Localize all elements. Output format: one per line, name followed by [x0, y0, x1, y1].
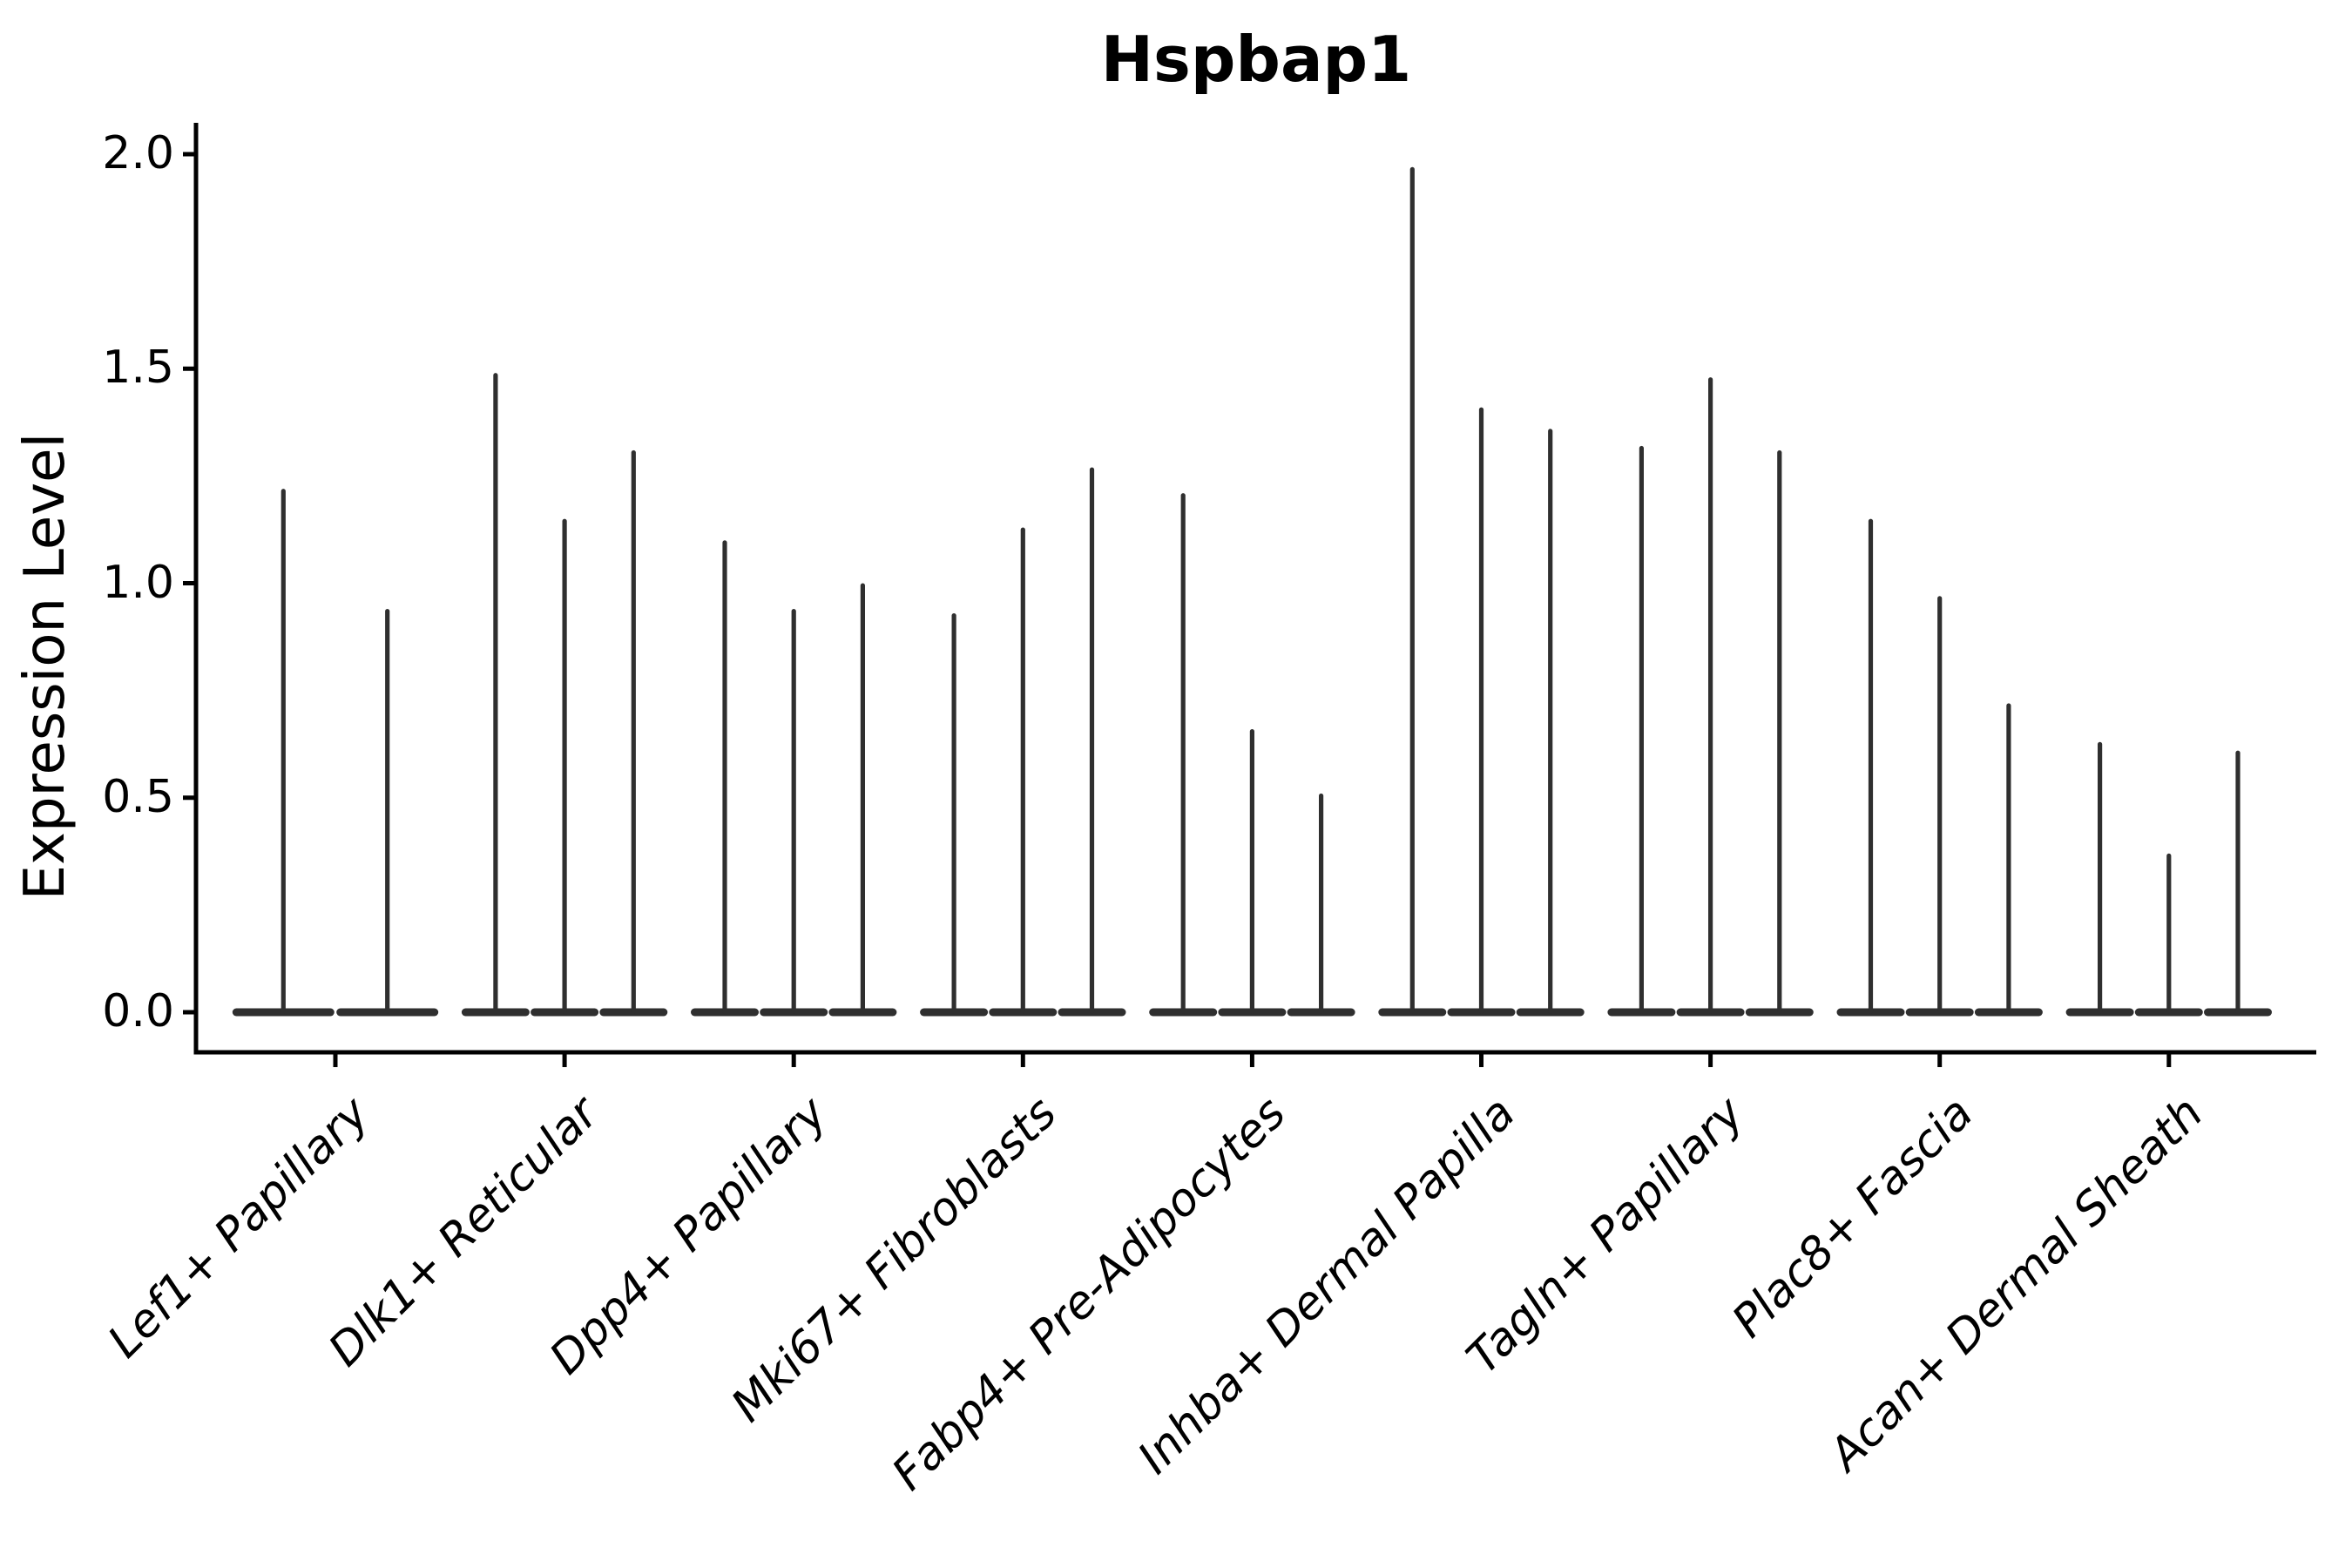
violin-needle	[2166, 853, 2172, 1014]
violin-needle	[1249, 728, 1254, 1014]
violin-needle	[280, 489, 286, 1014]
violin-needle	[562, 518, 567, 1014]
violin-needle	[2098, 741, 2103, 1014]
violin-needle	[1708, 377, 1713, 1015]
violin-needle	[860, 583, 865, 1014]
violin-needle	[1937, 596, 1943, 1014]
violin-needle	[1180, 493, 1186, 1014]
y-tick-label-2: 1.0	[102, 556, 174, 609]
y-tick-label-3: 1.5	[102, 341, 174, 395]
violin-needle	[1020, 527, 1025, 1014]
violin-needle	[493, 373, 498, 1014]
violin-needle	[951, 612, 956, 1014]
plot-title: Hspbap1	[1100, 23, 1412, 96]
violin-needle	[1478, 407, 1484, 1014]
y-tick-label-1: 0.5	[102, 770, 174, 823]
violin-needle	[1777, 449, 1782, 1014]
violin-needle	[2235, 750, 2240, 1014]
violin-needle	[722, 540, 727, 1014]
violin-needle	[2006, 703, 2011, 1014]
y-tick-label-0: 0.0	[102, 984, 174, 1037]
violin-needle	[1319, 793, 1324, 1014]
violin-needle	[1409, 166, 1415, 1014]
violin-needle	[631, 449, 636, 1014]
violin-needle	[1548, 429, 1553, 1014]
y-tick-label-4: 2.0	[102, 126, 174, 179]
violin-needle	[385, 609, 390, 1014]
violin-needle	[791, 609, 796, 1014]
violin-needle	[1868, 518, 1874, 1014]
violin-needle	[1639, 445, 1644, 1014]
violin-needle	[1089, 467, 1095, 1014]
y-axis-title: Expression Level	[13, 432, 78, 901]
